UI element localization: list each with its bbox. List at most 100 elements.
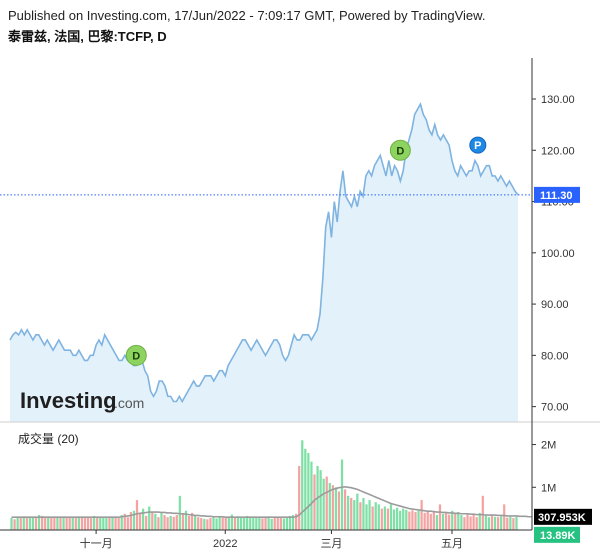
volume-bar [53, 517, 56, 530]
price-axis: 70.0080.0090.00100.00110.00120.00130.001… [532, 94, 580, 414]
volume-bar [96, 516, 99, 530]
volume-bar [310, 461, 313, 530]
volume-bar [438, 504, 442, 530]
volume-bar [484, 515, 487, 530]
volume-bar [267, 516, 270, 530]
volume-bar [328, 483, 331, 530]
volume-bar [276, 518, 279, 530]
volume-ma-line [11, 486, 532, 518]
volume-ma-badge [534, 526, 580, 543]
volume-bar [340, 459, 344, 530]
volume-bar [13, 519, 16, 530]
volume-bar [386, 508, 390, 530]
volume-tick-label: 2M [541, 440, 556, 452]
volume-bar [28, 516, 32, 530]
volume-bar [429, 513, 432, 530]
price-tick-label: 80.00 [541, 350, 569, 362]
volume-bar [218, 515, 221, 530]
volume-bar [365, 504, 368, 530]
volume-bar [200, 518, 203, 530]
volume-bar [359, 502, 362, 530]
volume-bar [509, 516, 512, 530]
volume-bar [414, 512, 417, 530]
volume-bar [10, 518, 13, 530]
volume-bar [301, 440, 304, 530]
logo-suffix: .com [114, 395, 144, 411]
volume-bar [160, 512, 163, 530]
volume-tick-label: 1M [541, 482, 556, 494]
volume-bar [411, 510, 414, 530]
volume-bar [65, 516, 68, 530]
volume-bar [184, 510, 188, 530]
volume-bar [83, 517, 87, 530]
volume-bar [255, 518, 258, 530]
price-pane: D D P [0, 102, 532, 422]
volume-bar [420, 500, 423, 530]
volume-bar [117, 518, 120, 530]
volume-bar [426, 511, 429, 530]
volume-bar [246, 515, 249, 530]
volume-bar [138, 513, 142, 530]
volume-bar [389, 504, 393, 530]
volume-bar [31, 517, 35, 530]
volume-bar [178, 495, 181, 530]
volume-bar [270, 518, 273, 530]
volume-bar [395, 507, 399, 530]
volume-bar [215, 518, 218, 530]
volume-bar [102, 518, 105, 530]
volume-ma-label: 13.89K [540, 530, 576, 542]
volume-bar [402, 508, 405, 530]
volume-bar [252, 516, 255, 530]
volume-bar [154, 513, 157, 530]
price-area-fill [10, 104, 518, 422]
volume-bar [460, 515, 463, 530]
volume-bar [478, 512, 481, 530]
volume-bar [448, 514, 451, 530]
volume-bar [129, 512, 133, 530]
volume-bar [441, 513, 445, 530]
volume-bar [475, 517, 478, 530]
volume-bar [261, 518, 264, 530]
volume-bar [68, 517, 71, 530]
last-volume-label: 307.953K [538, 512, 586, 524]
volume-bar [273, 517, 276, 530]
volume-bar [490, 515, 494, 530]
volume-bar [86, 517, 90, 530]
volume-bar [99, 517, 102, 530]
volume-bar [331, 485, 334, 530]
volume-bar [163, 515, 166, 530]
volume-pane: 成交量 (20) [10, 431, 532, 530]
volume-bar [291, 515, 295, 530]
volume-bar [512, 518, 515, 530]
volume-bar [41, 515, 44, 530]
volume-bar [151, 512, 154, 530]
event-marker-label: D [396, 145, 404, 157]
investing-logo: Investing .com [20, 388, 144, 413]
time-tick-label: 五月 [441, 538, 463, 550]
volume-bar [157, 517, 160, 530]
volume-bar [132, 510, 136, 530]
volume-bar [423, 512, 426, 530]
volume-bar [56, 517, 59, 530]
volume-bar [295, 513, 298, 530]
volume-bar [74, 518, 77, 530]
volume-bar [166, 517, 169, 530]
volume-bar [227, 518, 230, 530]
volume-bar [172, 516, 175, 530]
last-price-label: 111.30 [540, 190, 572, 202]
event-markers: D D P [125, 136, 487, 366]
time-tick-label: 十一月 [80, 536, 113, 550]
volume-bar [374, 502, 377, 530]
volume-bar [435, 515, 439, 530]
volume-bar [377, 504, 380, 530]
time-tick-label: 三月 [320, 538, 342, 550]
volume-bar [371, 506, 374, 530]
volume-bar [239, 517, 243, 530]
volume-bar [197, 517, 200, 530]
volume-bar [212, 517, 215, 530]
volume-bar [487, 517, 491, 530]
price-tick-label: 120.00 [541, 145, 575, 157]
volume-bar [307, 453, 310, 530]
volume-bar [356, 493, 359, 530]
